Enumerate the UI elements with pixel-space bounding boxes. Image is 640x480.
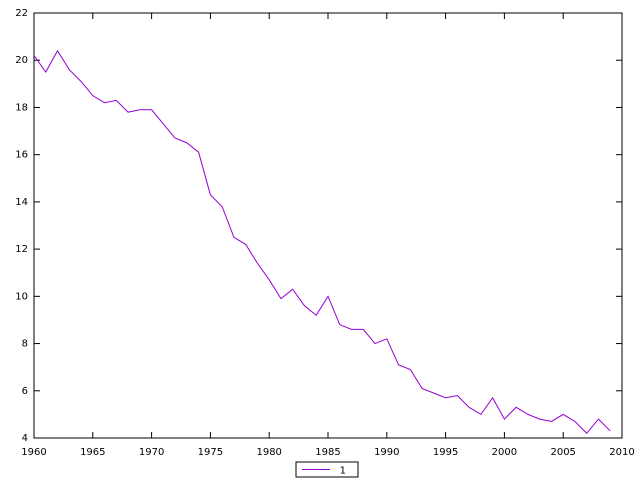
x-tick-label: 2005 bbox=[550, 447, 575, 458]
y-tick-label: 14 bbox=[15, 197, 28, 208]
plot-frame bbox=[33, 12, 623, 439]
x-tick-label: 1980 bbox=[256, 447, 281, 458]
y-tick-label: 6 bbox=[22, 386, 28, 397]
y-tick-label: 22 bbox=[15, 8, 28, 19]
y-tick-label: 10 bbox=[15, 291, 28, 302]
y-tick-label: 4 bbox=[22, 433, 28, 444]
y-tick-label: 20 bbox=[15, 55, 28, 66]
x-tick-label: 2000 bbox=[492, 447, 517, 458]
series-line bbox=[33, 49, 611, 435]
y-tick-label: 16 bbox=[15, 150, 28, 161]
y-tick-label: 8 bbox=[22, 339, 28, 350]
x-tick-label: 1990 bbox=[374, 447, 399, 458]
x-tick-label: 1995 bbox=[433, 447, 458, 458]
legend-label: 1 bbox=[340, 466, 346, 477]
x-tick-label: 1965 bbox=[80, 447, 105, 458]
x-tick-label: 2010 bbox=[609, 447, 634, 458]
x-tick-label: 1960 bbox=[21, 447, 46, 458]
x-tick-label: 1970 bbox=[139, 447, 164, 458]
y-tick-label: 18 bbox=[15, 102, 28, 113]
x-tick-label: 1985 bbox=[315, 447, 340, 458]
y-tick-label: 12 bbox=[15, 244, 28, 255]
legend-box bbox=[295, 461, 359, 478]
x-tick-label: 1975 bbox=[198, 447, 223, 458]
